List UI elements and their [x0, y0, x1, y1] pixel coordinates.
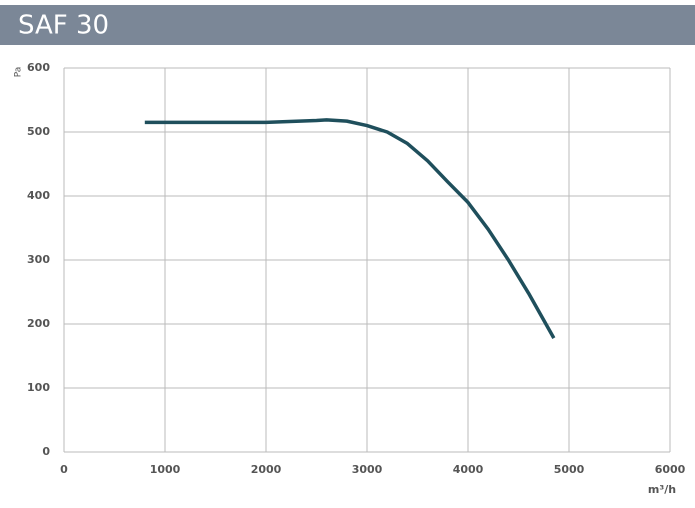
x-tick-label: 3000 [352, 463, 383, 476]
x-tick-label: 1000 [150, 463, 181, 476]
y-tick-label: 400 [27, 189, 50, 202]
y-tick-label: 500 [27, 125, 50, 138]
x-tick-label: 2000 [251, 463, 282, 476]
x-tick-label: 0 [60, 463, 68, 476]
x-tick-label: 4000 [453, 463, 484, 476]
y-tick-label: 600 [27, 61, 50, 74]
x-tick-label: 5000 [554, 463, 585, 476]
data-line [144, 118, 556, 339]
y-tick-label: 100 [27, 381, 50, 394]
chart-title: SAF 30 [18, 11, 109, 41]
y-axis-label: Pa [14, 67, 24, 78]
y-tick-label: 200 [27, 317, 50, 330]
y-tick-label: 0 [42, 445, 50, 458]
x-tick-label: 6000 [655, 463, 686, 476]
y-tick-label: 300 [27, 253, 50, 266]
x-axis-label: m³/h [648, 483, 676, 496]
header-bar [0, 5, 695, 45]
